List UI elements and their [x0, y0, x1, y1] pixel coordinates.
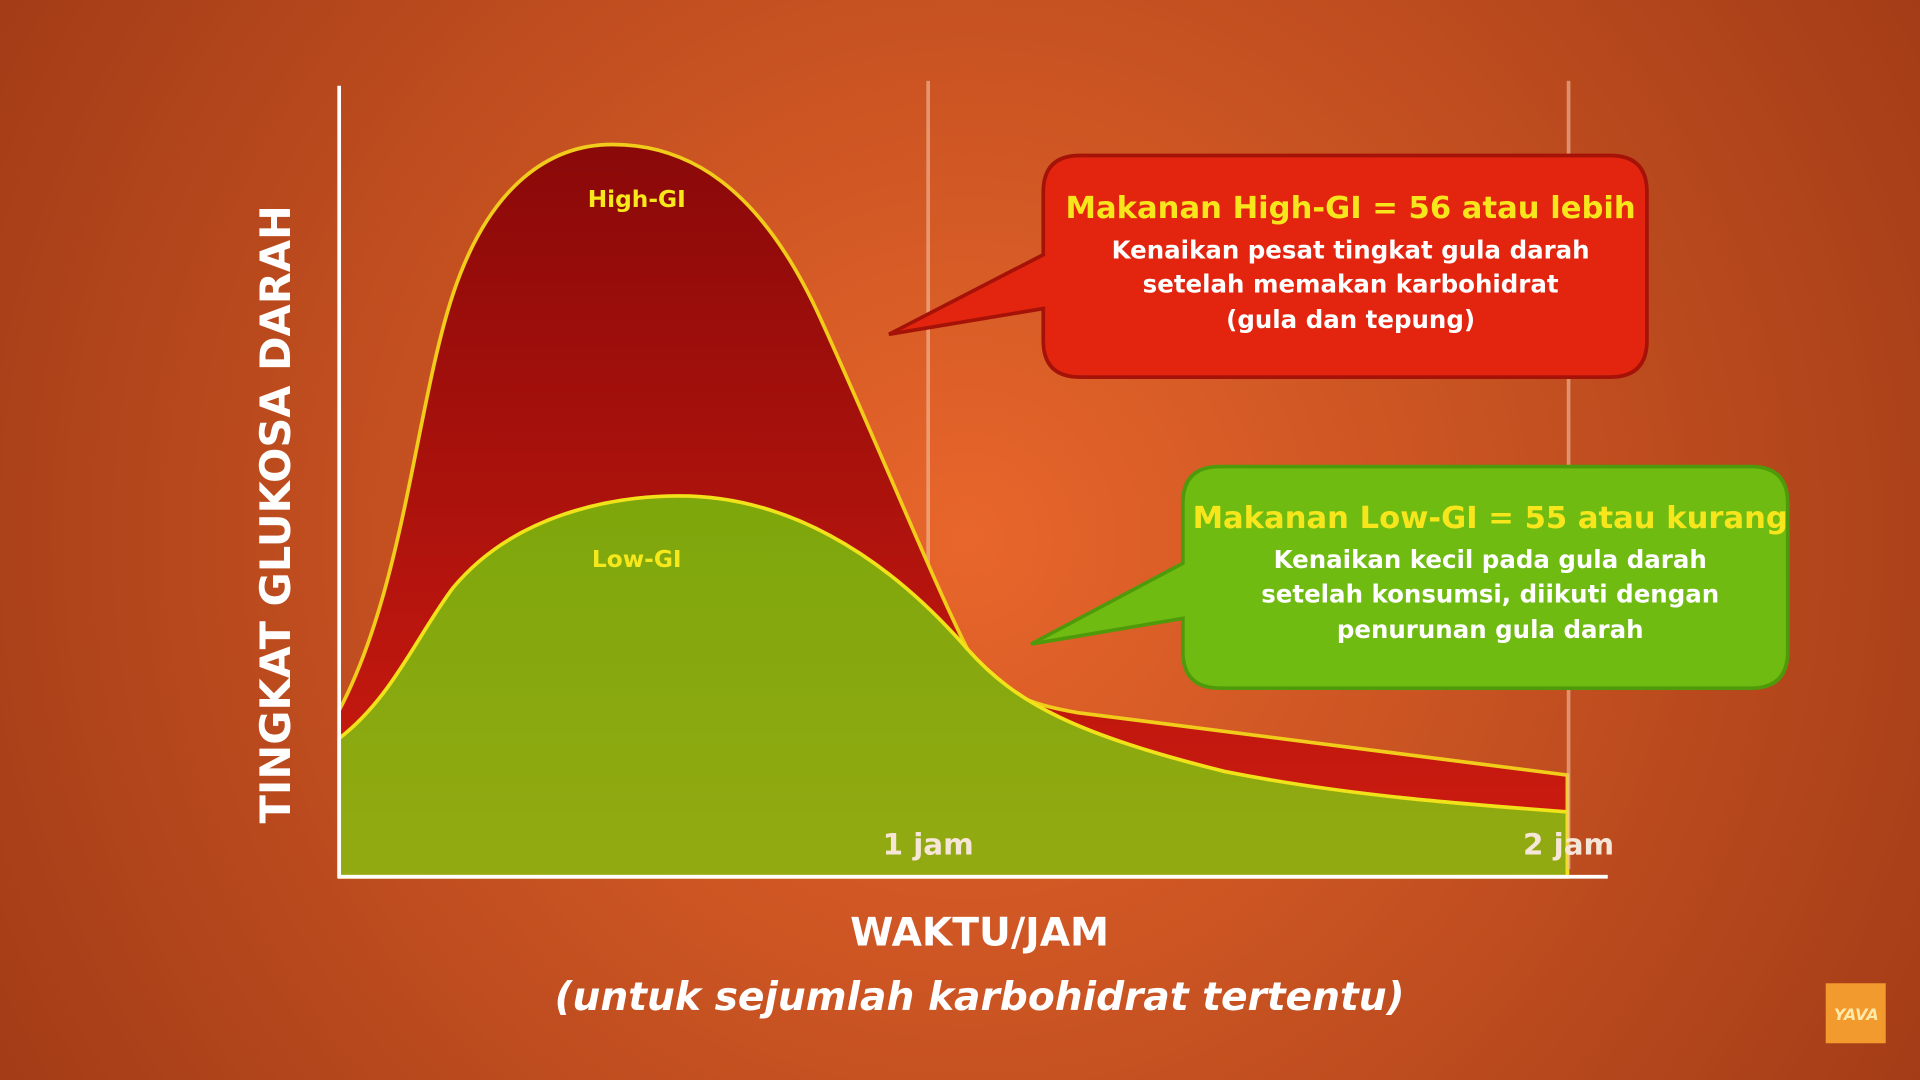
- x-axis-title: WAKTU/JAM: [850, 910, 1109, 955]
- x-mark-label: 2 jam: [1523, 828, 1614, 862]
- low-gi-curve: [337, 494, 1570, 879]
- logo-text: YAVA: [1834, 1005, 1879, 1024]
- callout-text: setelah konsumsi, diikuti dengan: [1261, 579, 1719, 608]
- callout-text: penurunan gula darah: [1337, 615, 1644, 644]
- callout-text: Kenaikan pesat tingkat gula darah: [1112, 235, 1590, 264]
- x-axis-subtitle: (untuk sejumlah karbohidrat tertentu): [555, 975, 1405, 1020]
- callout-text: Kenaikan kecil pada gula darah: [1274, 545, 1707, 574]
- callout-title: Makanan High-GI = 56 atau lebih: [1066, 191, 1636, 226]
- callout: [888, 153, 1649, 379]
- y-axis-title: TINGKAT GLUKOSA DARAH: [251, 205, 300, 823]
- x-mark-label: 1 jam: [883, 828, 974, 862]
- logo: [1825, 983, 1886, 1044]
- curve-label: Low-GI: [592, 546, 682, 573]
- callout-text: setelah memakan karbohidrat: [1143, 270, 1559, 299]
- callout-text: (gula dan tepung): [1226, 305, 1475, 334]
- callout-title: Makanan Low-GI = 55 atau kurang: [1193, 501, 1788, 536]
- callout: [1030, 464, 1790, 690]
- curve-label: High-GI: [588, 186, 686, 213]
